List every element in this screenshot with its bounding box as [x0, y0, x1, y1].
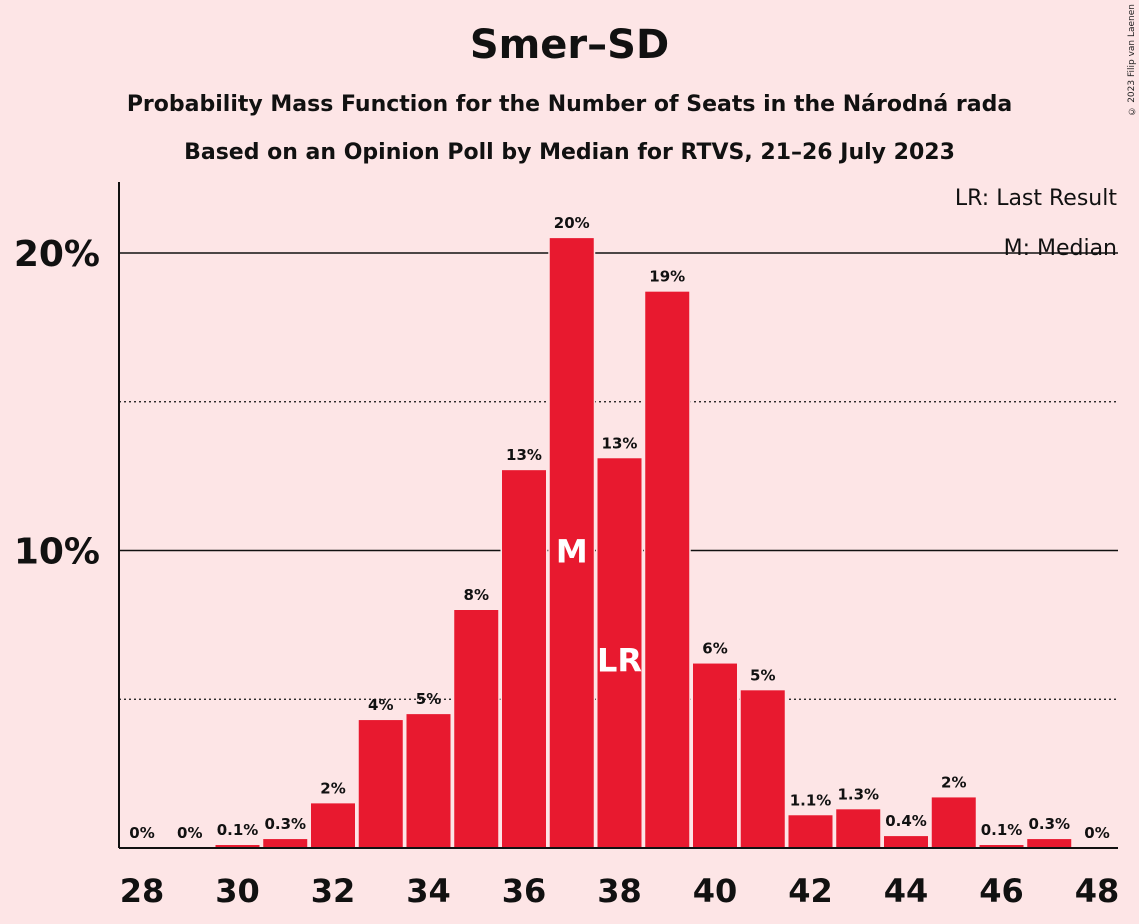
bar-38: [597, 458, 642, 848]
value-label-45: 2%: [941, 773, 966, 791]
bar-37: [549, 238, 594, 848]
x-tick-label-42: 42: [788, 872, 833, 910]
value-label-37: 20%: [554, 214, 590, 232]
chart-title: Smer–SD: [469, 22, 670, 68]
bar-45: [931, 797, 976, 848]
bar-47: [1027, 839, 1072, 848]
bar-30: [215, 845, 260, 848]
bar-34: [406, 714, 451, 848]
value-label-36: 13%: [506, 446, 542, 464]
value-label-44: 0.4%: [885, 812, 927, 830]
y-tick-label-10: 10%: [14, 532, 100, 573]
legend-last-result: LR: Last Result: [954, 186, 1117, 211]
value-label-38: 13%: [602, 434, 638, 452]
bar-33: [358, 720, 403, 848]
median-marker: M: [556, 533, 588, 571]
x-tick-label-44: 44: [884, 872, 929, 910]
value-label-29: 0%: [177, 824, 202, 842]
y-tick-label-20: 20%: [14, 234, 100, 275]
x-tick-label-32: 32: [311, 872, 356, 910]
value-label-48: 0%: [1084, 824, 1109, 842]
value-label-32: 2%: [320, 779, 345, 797]
bar-35: [454, 610, 499, 848]
value-label-33: 4%: [368, 696, 393, 714]
bar-36: [502, 470, 546, 848]
x-tick-label-30: 30: [215, 872, 260, 910]
value-label-35: 8%: [464, 586, 489, 604]
x-tick-label-28: 28: [120, 872, 165, 910]
value-label-39: 19%: [649, 268, 685, 286]
value-label-41: 5%: [750, 666, 775, 684]
bar-42: [788, 815, 833, 848]
bar-44: [884, 836, 928, 848]
x-tick-label-36: 36: [502, 872, 547, 910]
bar-40: [693, 663, 737, 848]
bar-32: [311, 803, 355, 848]
bar-31: [263, 839, 308, 848]
x-tick-label-48: 48: [1075, 872, 1120, 910]
value-label-42: 1.1%: [790, 791, 832, 809]
legend-median: M: Median: [1003, 236, 1117, 261]
x-tick-label-46: 46: [979, 872, 1024, 910]
bar-41: [740, 690, 785, 848]
value-label-30: 0.1%: [217, 821, 259, 839]
chart-subtitle-1: Probability Mass Function for the Number…: [126, 92, 1013, 117]
value-label-40: 6%: [702, 640, 727, 658]
value-label-34: 5%: [416, 690, 441, 708]
bar-39: [645, 291, 690, 848]
x-tick-label-34: 34: [406, 872, 451, 910]
bar-43: [836, 809, 881, 848]
value-label-47: 0.3%: [1028, 815, 1070, 833]
value-label-28: 0%: [129, 824, 154, 842]
last-result-marker: LR: [597, 641, 642, 679]
value-label-43: 1.3%: [837, 785, 879, 803]
x-tick-label-40: 40: [693, 872, 738, 910]
value-label-46: 0.1%: [981, 821, 1023, 839]
chart-subtitle-2: Based on an Opinion Poll by Median for R…: [184, 140, 955, 165]
x-tick-label-38: 38: [597, 872, 642, 910]
value-label-31: 0.3%: [264, 815, 306, 833]
bar-46: [979, 845, 1024, 848]
